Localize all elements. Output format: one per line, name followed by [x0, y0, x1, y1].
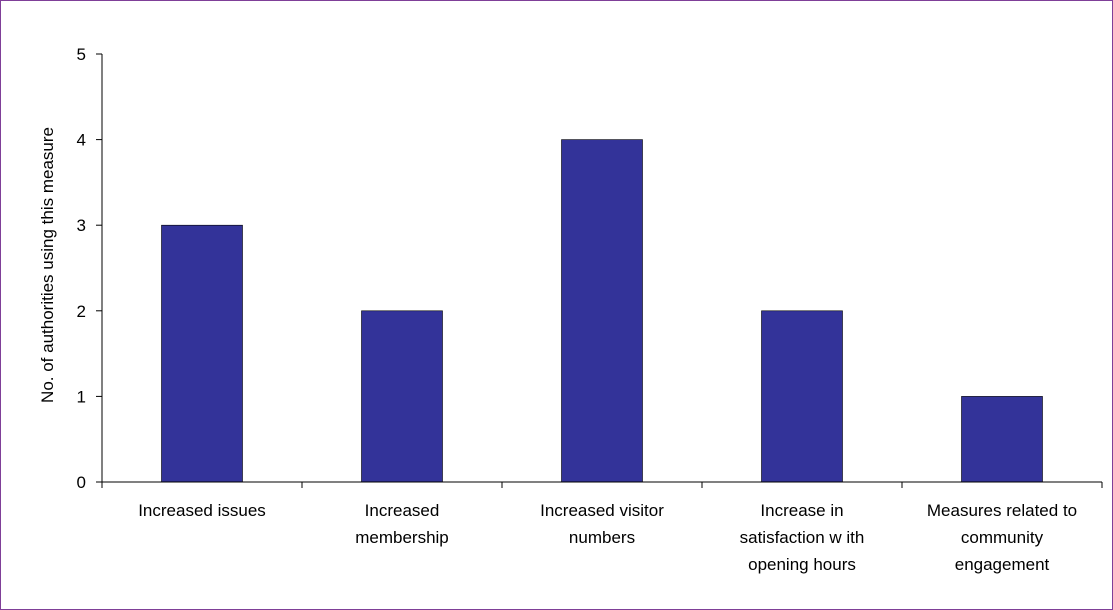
y-tick-label: 1 [77, 387, 86, 406]
y-tick-label: 2 [77, 302, 86, 321]
x-category-label: Measures related to community engagement [927, 501, 1077, 574]
x-category-label-line: satisfaction w ith [740, 528, 865, 547]
x-ticks [101, 482, 1103, 488]
bar-3 [561, 139, 643, 483]
x-category-label-line: Measures related to [927, 501, 1077, 520]
y-ticks: 0 1 2 3 4 5 [77, 45, 102, 492]
x-category-label-line: opening hours [748, 555, 856, 574]
x-category-label: Increase in satisfaction w ith opening hou… [740, 501, 865, 574]
category-labels: Increased issues Increased membershipIncre… [138, 501, 1077, 574]
bar-2 [361, 310, 443, 483]
axes-layer [101, 54, 1102, 483]
x-category-label: Increased visitor numbers [540, 501, 664, 547]
x-category-label-line: membership [355, 528, 449, 547]
x-category-label-line: engagement [955, 555, 1050, 574]
x-category-label-line: numbers [569, 528, 635, 547]
y-tick-label: 4 [77, 131, 86, 150]
y-tick-label: 5 [77, 45, 86, 64]
x-category-label-line: community [961, 528, 1044, 547]
x-category-label-line: Increased [365, 501, 440, 520]
bars-layer [161, 139, 1043, 483]
bar-1 [161, 224, 243, 483]
bar-4 [761, 310, 843, 483]
x-category-label-line: Increased visitor [540, 501, 664, 520]
x-category-label-line: Increased issues [138, 501, 266, 520]
x-category-label-line: Increase in [760, 501, 843, 520]
x-category-label: Increased membership [355, 501, 449, 547]
y-tick-label: 0 [77, 473, 86, 492]
y-axis-title: No. of authorities using this measure [38, 127, 57, 403]
bar-5 [961, 396, 1043, 483]
x-category-label: Increased issues [138, 501, 266, 520]
y-tick-label: 3 [77, 216, 86, 235]
